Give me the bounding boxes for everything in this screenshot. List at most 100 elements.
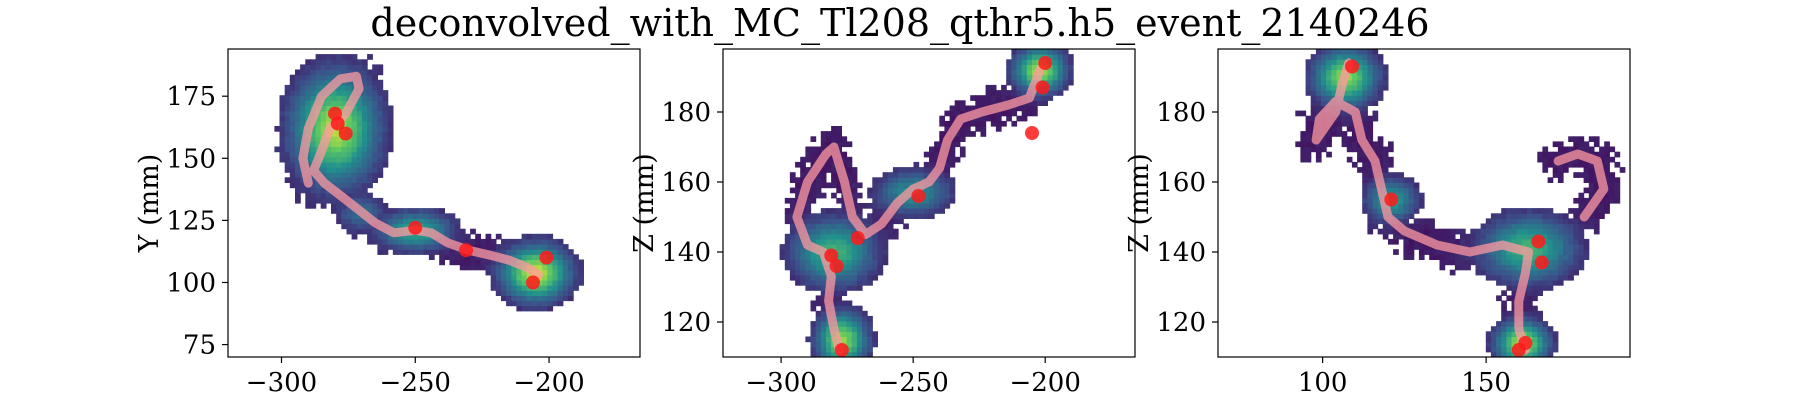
heatmap-cell xyxy=(1042,95,1048,101)
heatmap-cell xyxy=(805,151,812,158)
heatmap-cell xyxy=(1393,187,1399,194)
heatmap-cell xyxy=(1578,197,1585,204)
heatmap-cell xyxy=(815,331,822,337)
heatmap-cell xyxy=(1552,141,1559,148)
heatmap-cell xyxy=(954,131,961,137)
heatmap-cell xyxy=(789,249,796,255)
heatmap-cell xyxy=(939,192,945,199)
heatmap-cell xyxy=(1563,161,1569,168)
heatmap-cell xyxy=(856,321,863,327)
heatmap-cell xyxy=(836,290,842,296)
heatmap-cell xyxy=(377,131,384,137)
heatmap-cell xyxy=(872,208,878,214)
heatmap-cell xyxy=(562,259,569,266)
heatmap-cell xyxy=(557,249,564,255)
heatmap-cell xyxy=(820,269,827,276)
heatmap-cell xyxy=(1362,79,1368,86)
heatmap-cell xyxy=(521,285,528,291)
heatmap-cell xyxy=(851,264,858,271)
heatmap-cell xyxy=(1367,172,1374,178)
heatmap-cell xyxy=(820,274,827,281)
heatmap-cell xyxy=(846,346,853,353)
heatmap-cell xyxy=(1537,346,1543,353)
heatmap-cell xyxy=(1382,182,1389,189)
heatmap-cell xyxy=(305,197,312,204)
heatmap-cell xyxy=(1516,223,1523,230)
heatmap-cell xyxy=(836,213,842,219)
heatmap-cell xyxy=(1331,90,1337,96)
heatmap-cell xyxy=(898,203,904,209)
heatmap-cell xyxy=(300,110,306,117)
heatmap-cell xyxy=(382,249,389,255)
heatmap-cell xyxy=(939,187,945,194)
heatmap-cell xyxy=(1593,182,1600,189)
heatmap-cell xyxy=(1388,156,1394,163)
heatmap-cell xyxy=(1449,259,1456,266)
heatmap-cell xyxy=(1604,167,1610,173)
heatmap-cell xyxy=(944,197,951,204)
heatmap-cell xyxy=(1604,208,1610,214)
heatmap-cell xyxy=(882,182,889,189)
heatmap-cell xyxy=(789,187,796,194)
heatmap-cell xyxy=(490,259,497,266)
heatmap-cell xyxy=(1563,146,1569,153)
heatmap-cell xyxy=(557,244,564,250)
heatmap-cell xyxy=(1547,244,1554,250)
heatmap-cell xyxy=(1511,274,1518,281)
heatmap-cell xyxy=(1506,326,1513,332)
heatmap-cell xyxy=(1372,213,1379,219)
heatmap-cell xyxy=(336,100,342,106)
heatmap-cell xyxy=(351,172,358,178)
heatmap-cell xyxy=(320,115,327,122)
heatmap-cell xyxy=(939,182,945,189)
heatmap-cell xyxy=(1496,346,1502,353)
heatmap-cell xyxy=(1362,110,1368,117)
heatmap-cell xyxy=(882,233,889,240)
blob-point xyxy=(330,116,345,131)
heatmap-cell xyxy=(361,187,368,194)
heatmap-cell xyxy=(918,203,925,209)
heatmap-cell xyxy=(1532,331,1538,337)
heatmap-cell xyxy=(1506,346,1513,353)
heatmap-cell xyxy=(1542,233,1549,240)
heatmap-cell xyxy=(1521,351,1528,357)
heatmap-cell xyxy=(351,54,358,60)
heatmap-cell xyxy=(831,172,837,178)
heatmap-cell xyxy=(325,146,332,153)
heatmap-cell xyxy=(367,233,373,240)
heatmap-cell xyxy=(1465,238,1471,245)
heatmap-cell xyxy=(1026,49,1033,55)
blob-point xyxy=(850,231,865,245)
heatmap-cell xyxy=(1532,346,1538,353)
heatmap-cell xyxy=(1062,84,1069,91)
heatmap-cell xyxy=(1511,280,1518,286)
heatmap-cell xyxy=(310,126,317,132)
heatmap-cell xyxy=(537,285,543,291)
heatmap-cell xyxy=(377,126,384,132)
heatmap-cell xyxy=(346,84,353,91)
heatmap-cell xyxy=(1372,54,1379,60)
heatmap-cell xyxy=(959,110,966,117)
heatmap-cell xyxy=(516,305,523,312)
heatmap-cell xyxy=(305,69,312,76)
heatmap-cell xyxy=(289,146,296,153)
heatmap-cell xyxy=(295,69,301,76)
heatmap-cell xyxy=(1506,228,1513,235)
heatmap-cell xyxy=(1367,187,1374,194)
heatmap-cell xyxy=(537,233,543,240)
heatmap-cell xyxy=(800,172,806,178)
heatmap-cell xyxy=(1006,110,1012,117)
heatmap-cell xyxy=(295,192,301,199)
heatmap-cell xyxy=(1016,59,1023,65)
heatmap-cell xyxy=(444,228,451,235)
heatmap-cell xyxy=(423,238,430,245)
heatmap-cell xyxy=(1465,259,1471,266)
heatmap-cell xyxy=(310,192,317,199)
heatmap-cell xyxy=(1026,74,1033,81)
heatmap-cell xyxy=(495,249,502,255)
heatmap-cell xyxy=(908,203,915,209)
heatmap-cell xyxy=(331,151,337,158)
heatmap-cell xyxy=(846,177,853,183)
heatmap-cell xyxy=(1300,141,1307,148)
heatmap-cell xyxy=(1593,208,1600,214)
